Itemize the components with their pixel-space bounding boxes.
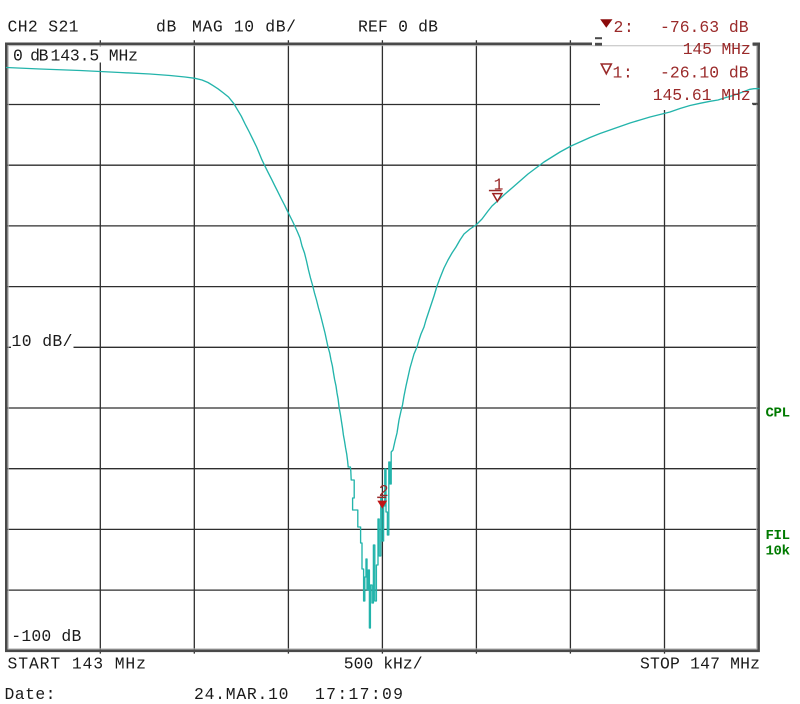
svg-text:24.MAR.10: 24.MAR.10 — [194, 685, 289, 704]
svg-text:2: 2 — [379, 482, 389, 501]
svg-text:CH2 S21: CH2 S21 — [8, 17, 79, 36]
svg-text:-76.63 dB: -76.63 dB — [660, 18, 749, 37]
svg-text:STOP 147 MHz: STOP 147 MHz — [640, 655, 760, 674]
svg-text:CPL: CPL — [766, 406, 791, 422]
svg-text:143.5 MHz: 143.5 MHz — [51, 46, 139, 65]
svg-text:FIL: FIL — [766, 528, 791, 544]
svg-text:0 dB: 0 dB — [13, 46, 49, 65]
svg-text:REF 0 dB: REF 0 dB — [358, 17, 438, 36]
svg-text:10k: 10k — [766, 544, 791, 560]
svg-text:START 143 MHz: START 143 MHz — [8, 654, 147, 673]
svg-text:1:: 1: — [613, 64, 633, 83]
svg-text:500 kHz/: 500 kHz/ — [344, 654, 423, 673]
svg-text:Date:: Date: — [5, 685, 56, 704]
svg-text:1: 1 — [494, 175, 504, 194]
svg-text:145 MHz: 145 MHz — [683, 40, 751, 59]
svg-text:145.61 MHz: 145.61 MHz — [653, 86, 751, 105]
svg-text:-100 dB: -100 dB — [11, 627, 81, 646]
svg-text:10 dB/: 10 dB/ — [12, 332, 73, 351]
svg-text:-26.10 dB: -26.10 dB — [660, 64, 749, 83]
svg-text:17:17:09: 17:17:09 — [315, 685, 403, 704]
svg-text:2:: 2: — [614, 18, 634, 37]
svg-text:dB: dB — [156, 17, 176, 36]
svg-text:MAG 10 dB/: MAG 10 dB/ — [192, 17, 296, 36]
